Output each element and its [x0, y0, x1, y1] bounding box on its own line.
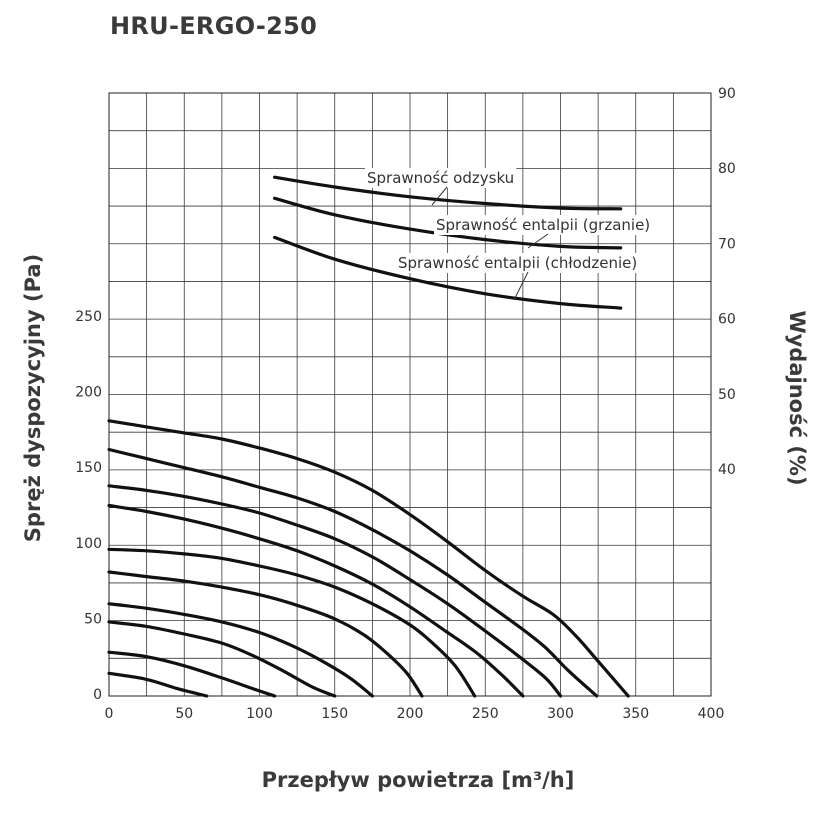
y-right-tick-label: 80: [718, 161, 736, 177]
y-left-tick-label: 150: [75, 460, 102, 476]
chart-title: HRU-ERGO-250: [110, 12, 318, 40]
y-left-tick-label: 50: [84, 611, 102, 627]
series-label-background: [434, 215, 653, 235]
y-left-tick-label: 100: [75, 536, 102, 552]
x-tick-label: 100: [246, 706, 273, 722]
pressure-curve-5: [107, 547, 477, 698]
y-right-tick-label: 90: [718, 86, 736, 102]
series-label-leader: [431, 186, 448, 206]
efficiency-curve-1: [273, 175, 623, 211]
y-left-tick-label: 200: [75, 385, 102, 401]
x-axis-label: Przepływ powietrza [m³/h]: [262, 768, 575, 792]
pressure-curve-2: [107, 447, 599, 698]
y-right-tick-label: 50: [718, 387, 736, 403]
pressure-curve-1: [107, 419, 630, 698]
x-tick-label: 200: [397, 706, 424, 722]
x-tick-label: 400: [698, 706, 725, 722]
pressure-curve-9: [107, 650, 277, 698]
x-tick-label: 150: [321, 706, 348, 722]
pressure-curve-4: [107, 503, 525, 698]
tick-labels: 0 50 100 150 200 250 300 350 400 0 50 100 150 200 250 4…: [75, 86, 736, 722]
x-tick-label: 350: [622, 706, 649, 722]
series-label-leader: [513, 271, 529, 301]
series-label: Sprawność odzysku: [367, 169, 514, 187]
x-tick-label: 50: [175, 706, 193, 722]
x-tick-label: 250: [472, 706, 499, 722]
pressure-curve-3: [107, 484, 563, 698]
series-label-leader: [527, 233, 549, 249]
pressure-curve-10: [107, 671, 209, 698]
y-axis-left-label: Spręż dyspozycyjny (Pa): [21, 254, 45, 542]
series-label: Sprawność entalpii (grzanie): [436, 216, 650, 234]
series-label: Sprawność entalpii (chłodzenie): [398, 254, 637, 272]
y-left-tick-label: 250: [75, 309, 102, 325]
series-label-background: [365, 168, 517, 188]
efficiency-curves: Sprawność odzysku Sprawność entalpii (grz…: [273, 168, 653, 310]
x-tick-label: 300: [547, 706, 574, 722]
y-right-tick-label: 60: [718, 312, 736, 328]
y-axis-right-label: Wydajność (%): [785, 310, 809, 485]
y-right-tick-label: 40: [718, 462, 736, 478]
pressure-curves: [107, 419, 630, 698]
efficiency-curve-3: [273, 235, 623, 310]
x-tick-label: 0: [105, 706, 114, 722]
pressure-curve-7: [107, 602, 374, 698]
plot-frame: [108, 92, 712, 697]
pressure-curve-8: [107, 620, 337, 698]
pressure-curve-6: [107, 570, 424, 698]
grid: [108, 92, 712, 697]
series-label-background: [396, 253, 640, 273]
y-left-tick-label: 0: [93, 687, 102, 703]
y-right-tick-label: 70: [718, 236, 736, 252]
